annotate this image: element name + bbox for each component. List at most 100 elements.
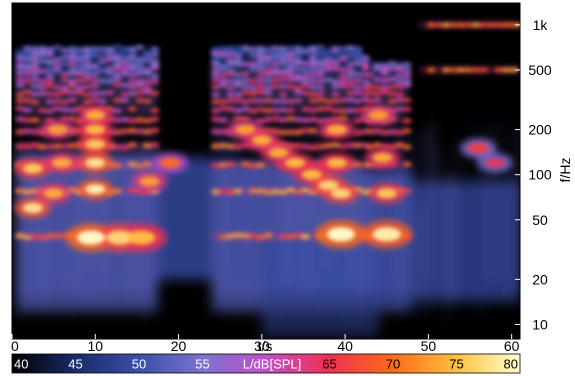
harmonic-mark (402, 78, 412, 83)
harmonic-mark (211, 129, 221, 134)
harmonic-mark (211, 59, 221, 64)
harmonic-mark (402, 83, 412, 88)
harmonic-mark (105, 57, 115, 62)
hotspot-core (372, 152, 393, 163)
harmonic-mark (316, 106, 326, 111)
harmonic-mark (218, 106, 228, 111)
harmonic-mark (233, 92, 243, 97)
harmonic-mark (22, 108, 32, 113)
harmonic-mark (271, 116, 281, 121)
harmonic-mark (395, 79, 405, 84)
harmonic-mark (37, 91, 47, 96)
harmonic-mark (233, 108, 243, 113)
harmonic-mark (331, 61, 341, 67)
harmonic-mark (293, 77, 303, 82)
harmonic-mark (112, 145, 122, 150)
harmonic-mark (263, 90, 273, 96)
harmonic-mark (37, 68, 47, 74)
harmonic-mark (256, 98, 266, 104)
hotspot-core (326, 157, 347, 168)
noise-streak (295, 141, 297, 269)
harmonic-mark (316, 119, 326, 124)
harmonic-mark (380, 71, 390, 76)
harmonic-mark (67, 67, 77, 73)
harmonic-mark (402, 188, 412, 194)
noise-streak (429, 121, 431, 307)
harmonic-mark (372, 142, 382, 148)
harmonic-mark (135, 90, 145, 95)
harmonic-mark (142, 54, 152, 60)
harmonic-band (365, 99, 408, 104)
harmonic-mark (127, 118, 137, 124)
harmonic-mark (82, 46, 92, 52)
harmonic-mark (248, 47, 258, 52)
x-tick-label: 10 (87, 338, 103, 354)
noise-streak (382, 146, 385, 270)
harmonic-mark (67, 143, 77, 148)
harmonic-mark (353, 118, 363, 123)
harmonic-mark (135, 128, 145, 134)
harmonic-mark (263, 61, 273, 67)
harmonic-mark (90, 91, 100, 96)
harmonic-mark (67, 56, 77, 62)
harmonic-mark (127, 54, 137, 59)
harmonic-mark (263, 67, 273, 73)
harmonic-mark (278, 99, 288, 104)
colorbar-tick-label: 70 (386, 357, 400, 372)
harmonic-mark (90, 49, 100, 55)
harmonic-mark (15, 51, 25, 56)
harmonic-mark (52, 45, 62, 50)
harmonic-mark (434, 22, 444, 28)
harmonic-mark (301, 144, 311, 149)
harmonic-mark (308, 45, 318, 50)
harmonic-mark (75, 54, 85, 60)
noise-streak (24, 155, 26, 303)
x-tick-label: 60 (504, 338, 520, 354)
harmonic-mark (248, 66, 258, 71)
hotspot-core (372, 227, 401, 242)
harmonic-mark (15, 98, 25, 103)
harmonic-mark (37, 235, 47, 241)
harmonic-mark (127, 128, 137, 133)
harmonic-mark (150, 142, 160, 148)
harmonic-mark (127, 46, 137, 52)
harmonic-mark (211, 62, 221, 67)
harmonic-mark (479, 67, 489, 73)
harmonic-mark (218, 117, 228, 123)
harmonic-mark (135, 164, 145, 169)
colorbar-gradient (11, 353, 521, 374)
harmonic-mark (67, 108, 77, 113)
harmonic-mark (67, 61, 77, 67)
harmonic-mark (286, 234, 296, 240)
harmonic-mark (353, 54, 363, 59)
harmonic-mark (353, 50, 363, 56)
harmonic-mark (226, 162, 236, 167)
noise-streak (475, 117, 478, 324)
harmonic-mark (316, 85, 326, 90)
harmonic-mark (90, 63, 100, 68)
harmonic-mark (372, 63, 382, 68)
harmonic-mark (395, 84, 405, 89)
harmonic-mark (278, 57, 288, 62)
harmonic-mark (331, 79, 341, 84)
harmonic-mark (365, 72, 375, 78)
harmonic-mark (15, 66, 25, 71)
noise-streak (502, 119, 504, 272)
harmonic-mark (150, 91, 160, 96)
noise-streak (312, 146, 315, 289)
harmonic-mark (395, 73, 405, 78)
harmonic-mark (233, 233, 243, 238)
harmonic-mark (338, 108, 348, 114)
noise-streak (437, 142, 440, 286)
hotspot-core (368, 110, 389, 121)
harmonic-mark (52, 68, 62, 73)
noise-streak (61, 156, 64, 278)
harmonic-mark (331, 57, 341, 62)
harmonic-mark (120, 61, 130, 67)
harmonic-mark (45, 83, 55, 88)
harmonic-mark (372, 91, 382, 97)
harmonic-mark (142, 99, 152, 104)
noise-streak (513, 207, 516, 301)
harmonic-mark (241, 78, 251, 83)
